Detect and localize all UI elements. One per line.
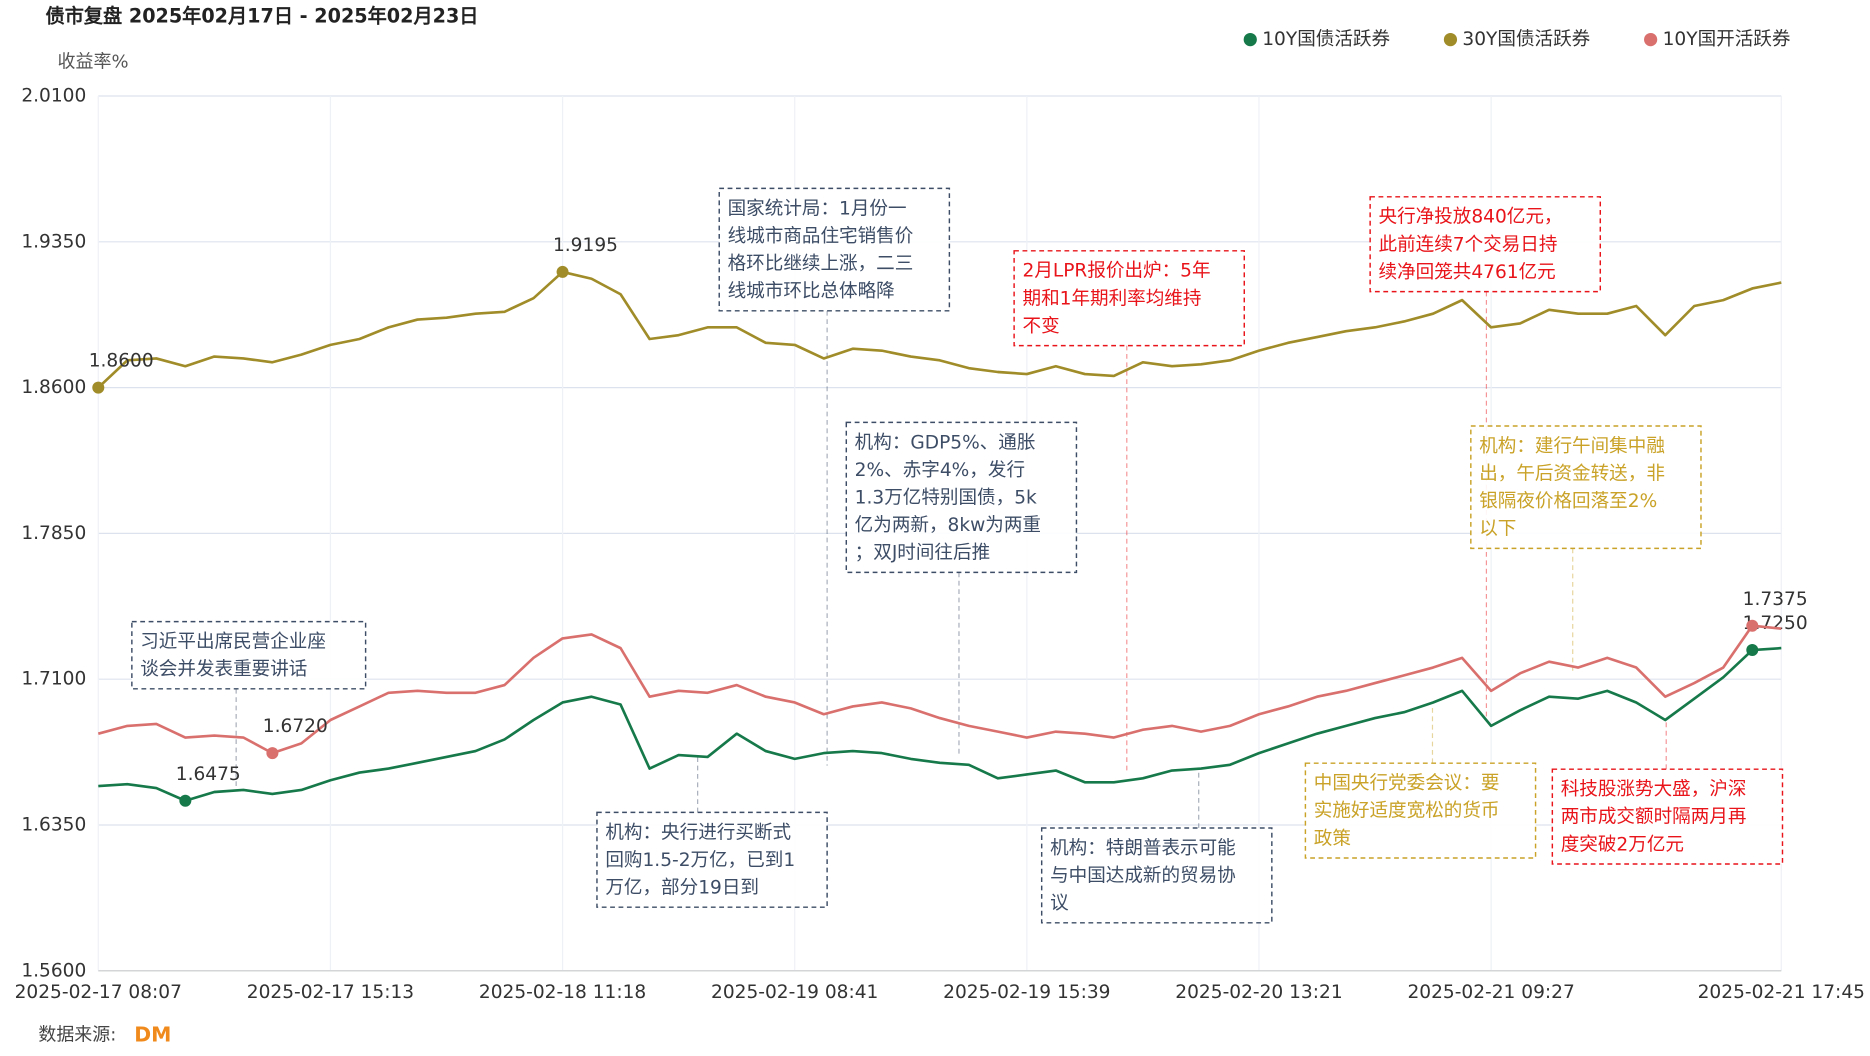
annotation-text: 机构：特朗普表示可能: [1050, 838, 1236, 859]
annotation-text: 与中国达成新的贸易协: [1050, 865, 1236, 886]
annotation-text: 线城市商品住宅销售价: [728, 226, 914, 247]
value-label: 1.6475: [176, 764, 241, 785]
x-tick-label: 2025-02-21 17:45: [1698, 982, 1865, 1003]
legend-marker: [1443, 33, 1458, 47]
annotation-box: [718, 187, 951, 312]
highlight-point: [556, 265, 569, 278]
annotation-text: 万亿，部分19日到: [605, 877, 759, 898]
annotation-box: [845, 421, 1078, 574]
annotation-text: 期和1年期利率均维持: [1023, 288, 1202, 309]
annotation-text: 机构：央行进行买断式: [605, 822, 791, 843]
annotation-text: 机构：建行午间集中融: [1479, 436, 1665, 457]
annotation-text: 出，午后资金转送，非: [1479, 463, 1665, 484]
annotation-text: 实施好适度宽松的货币: [1314, 801, 1500, 822]
y-tick-label: 1.6350: [21, 814, 86, 835]
series-line: [97, 270, 1782, 389]
annotation-text: 格环比继续上涨，二三: [728, 253, 914, 274]
highlight-point: [1746, 644, 1759, 657]
annotation-box: [131, 620, 367, 690]
annotation-text: 续净回笼共4761亿元: [1379, 262, 1556, 283]
annotation-text: 回购1.5-2万亿，已到1: [605, 850, 795, 871]
annotation-text: 不变: [1023, 316, 1060, 337]
annotation-box: [596, 811, 828, 908]
annotation-box: [1304, 762, 1537, 859]
x-tick-label: 2025-02-17 08:07: [15, 982, 182, 1003]
annotation-text: ；双J时间往后推: [855, 543, 990, 564]
y-tick-label: 2.0100: [21, 85, 86, 106]
legend-label: 10Y国开活跃券: [1663, 29, 1791, 50]
annotation-text: 央行净投放840亿元，: [1379, 207, 1563, 228]
legend-marker: [1243, 33, 1257, 47]
annotation-text: 两市成交额时隔两月再: [1561, 807, 1747, 828]
source-label: 数据来源:: [38, 1025, 116, 1046]
value-label: 1.6720: [263, 716, 328, 737]
annotation-box: [1040, 827, 1273, 924]
x-tick-label: 2025-02-21 09:27: [1407, 982, 1574, 1003]
y-tick-label: 1.7100: [21, 669, 86, 690]
x-tick-label: 2025-02-18 11:18: [479, 982, 646, 1003]
annotation-box: [1470, 425, 1702, 550]
highlight-point: [179, 794, 192, 807]
annotation-text: 习近平出席民营企业座: [140, 631, 326, 652]
annotation-text: 1.3万亿特别国债，5k: [855, 487, 1037, 508]
annotation-text: 2月LPR报价出炉：5年: [1023, 261, 1211, 282]
series-line: [97, 624, 1782, 755]
value-label: 1.9195: [553, 235, 618, 256]
x-tick-label: 2025-02-19 08:41: [711, 982, 878, 1003]
annotation-text: 线城市环比总体略降: [728, 281, 895, 302]
highlight-point: [92, 381, 105, 394]
value-label: 1.7250: [1743, 613, 1808, 634]
highlight-point: [1746, 619, 1759, 632]
legend-marker: [1644, 33, 1658, 47]
legend-label: 30Y国债活跃券: [1462, 29, 1590, 50]
x-tick-label: 2025-02-17 15:13: [247, 982, 414, 1003]
y-tick-label: 1.9350: [21, 231, 86, 252]
annotation-text: 机构：GDP5%、通胀: [855, 432, 1036, 453]
value-label: 1.8600: [89, 351, 154, 372]
chart-title: 债市复盘 2025年02月17日 - 2025年02月23日: [46, 4, 479, 27]
annotation-text: 谈会并发表重要讲话: [140, 659, 307, 680]
highlight-point: [266, 747, 279, 760]
annotation-text: 科技股涨势大盛，沪深: [1561, 779, 1747, 800]
annotation-text: 亿为两新，8kw为两重: [855, 515, 1041, 536]
annotation-text: 国家统计局：1月份一: [728, 198, 907, 219]
x-tick-label: 2025-02-19 15:39: [943, 982, 1110, 1003]
source-logo: DM: [134, 1023, 171, 1047]
series-line: [98, 646, 1782, 803]
y-axis-label: 收益率%: [58, 51, 129, 72]
x-tick-label: 2025-02-20 13:21: [1175, 982, 1342, 1003]
annotation-text: 以下: [1479, 519, 1516, 540]
annotation-text: 政策: [1314, 828, 1351, 849]
y-tick-label: 1.8600: [21, 377, 86, 398]
annotation-text: 2%、赤字4%，发行: [855, 460, 1025, 481]
annotation-box: [1369, 196, 1602, 293]
annotation-text: 此前连续7个交易日持: [1379, 234, 1558, 255]
annotation-text: 中国央行党委会议：要: [1314, 773, 1500, 794]
annotation-text: 度突破2万亿元: [1561, 834, 1684, 855]
annotation-text: 银隔夜价格回落至2%: [1479, 491, 1657, 512]
y-tick-label: 1.5600: [21, 960, 86, 981]
legend-label: 10Y国债活跃券: [1262, 29, 1390, 50]
value-label: 1.7375: [1743, 589, 1808, 610]
annotation-text: 议: [1050, 893, 1069, 914]
y-tick-label: 1.7850: [21, 523, 86, 544]
annotation-box: [1013, 250, 1245, 347]
annotation-box: [1551, 768, 1784, 865]
